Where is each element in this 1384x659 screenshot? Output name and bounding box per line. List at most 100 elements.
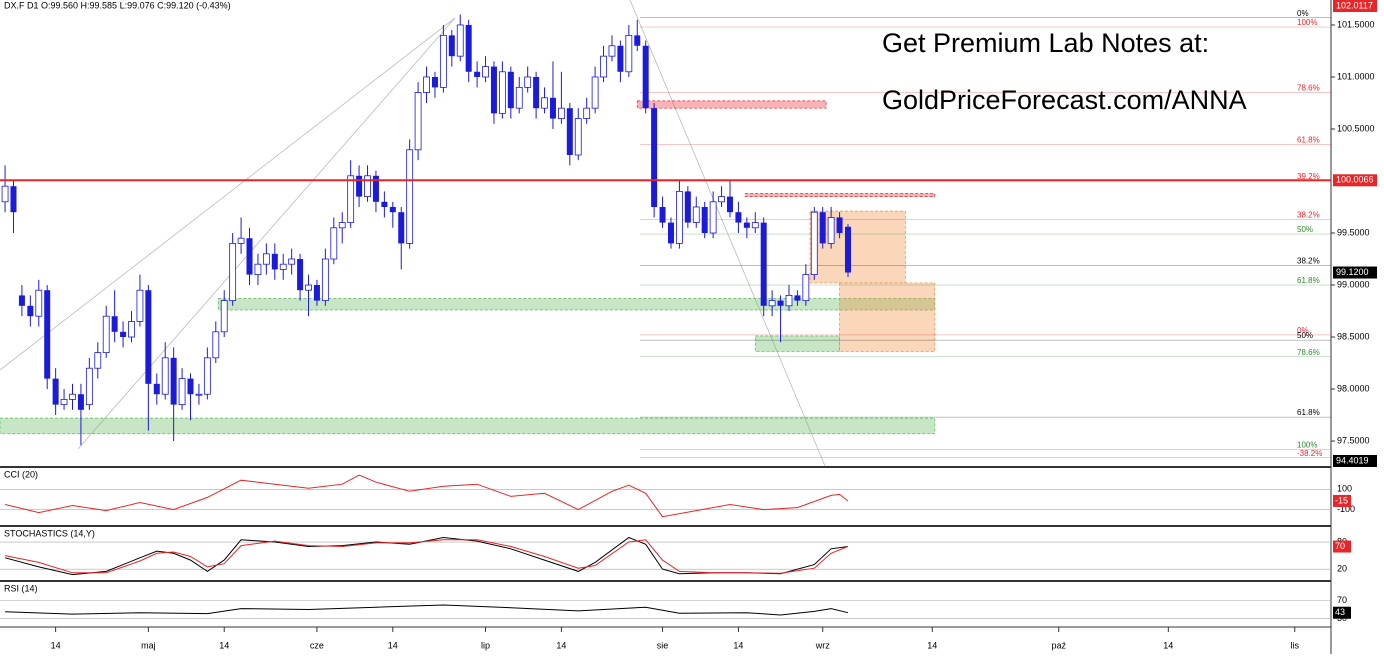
fib-level-label: 78.6% <box>1297 348 1320 357</box>
candle-body <box>810 211 818 276</box>
fib-level-label: 38.2% <box>1297 211 1320 220</box>
y-tick-label: 99.0000 <box>1337 279 1370 289</box>
candle-body <box>836 217 843 233</box>
trend-line <box>77 17 456 450</box>
candle-body <box>524 76 532 88</box>
candle-body <box>153 383 160 395</box>
y-tick-label: 70 <box>1337 595 1347 605</box>
x-tick-label: 14 <box>51 640 61 650</box>
candle-body <box>136 289 144 322</box>
candle-body <box>802 274 810 302</box>
candle-body <box>170 357 177 405</box>
candle-body <box>827 216 835 244</box>
candle-body <box>187 378 194 395</box>
y-tick-label: 101.0000 <box>1337 71 1375 81</box>
candle-body <box>625 34 633 73</box>
x-tick-label: lip <box>481 640 490 650</box>
candle-body <box>69 393 76 400</box>
candle-body <box>372 175 379 202</box>
fib-level-label: 78.6% <box>1297 84 1320 93</box>
indicator-marker <box>1333 494 1351 507</box>
panel-title: CCI (20) <box>4 469 38 479</box>
y-tick-label: 101.5000 <box>1337 19 1375 29</box>
y-tick-label: 97.5000 <box>1337 435 1370 445</box>
candle-body <box>768 300 776 307</box>
fib-level-label: 39.2% <box>1297 172 1320 181</box>
candle-body <box>751 222 759 229</box>
candle-body <box>145 290 152 384</box>
y-tick-label: 100 <box>1337 484 1352 494</box>
candle-body <box>557 107 565 119</box>
candle-body <box>27 305 34 317</box>
fib-level-label: 100% <box>1297 18 1317 27</box>
candle-body <box>608 45 616 57</box>
y-tick-label: -100 <box>1337 504 1355 514</box>
candle-body <box>52 378 59 405</box>
candle-body <box>356 175 363 197</box>
indicator-marker <box>1333 540 1351 553</box>
x-tick-label: 14 <box>556 640 566 650</box>
candle-body <box>541 97 548 109</box>
zone <box>839 282 936 352</box>
candle-body <box>102 315 110 354</box>
fib-level-label: 0% <box>1297 326 1309 335</box>
candle-body <box>10 186 17 213</box>
candle-body <box>482 66 489 78</box>
price-marker-label: 99.1200 <box>1336 267 1369 277</box>
candle-body <box>684 191 691 223</box>
candle-body <box>406 149 414 244</box>
fib-level-label: 61.8% <box>1297 408 1320 417</box>
candle-body <box>60 399 68 406</box>
candle-body <box>246 238 253 275</box>
fib-level-label: 50% <box>1297 225 1313 234</box>
candle-body <box>364 175 371 197</box>
x-tick-label: wrz <box>815 640 830 650</box>
candle-body <box>667 222 674 244</box>
zone <box>636 100 827 109</box>
candle-body <box>490 66 497 114</box>
candle-body <box>220 300 228 333</box>
candle-body <box>305 284 312 291</box>
candle-body <box>212 331 220 359</box>
candle-body <box>195 393 203 396</box>
candle-body <box>279 263 287 270</box>
candle-body <box>161 357 169 395</box>
fib-level-label: -38.2% <box>1297 449 1322 458</box>
candle-body <box>819 212 826 244</box>
candle-body <box>634 35 641 46</box>
candle-body <box>111 316 118 332</box>
candle-body <box>726 196 733 213</box>
x-tick-label: 14 <box>388 640 398 650</box>
y-tick-label: 98.0000 <box>1337 383 1370 393</box>
fib-level-label: 50% <box>1297 331 1313 340</box>
panel-title: STOCHASTICS (14,Y) <box>4 528 95 538</box>
price-marker-label: 102.0117 <box>1336 0 1373 10</box>
annotation: GoldPriceForecast.com/ANNA <box>882 85 1247 115</box>
candle-body <box>844 226 851 273</box>
trend-line <box>0 17 456 371</box>
price-marker-label: 100.0066 <box>1336 175 1374 185</box>
candle-body <box>533 76 540 109</box>
candle-body <box>297 259 304 291</box>
candle-body <box>785 295 793 307</box>
price-marker <box>1333 174 1377 187</box>
indicator-line <box>4 474 849 518</box>
x-tick-label: cze <box>310 640 324 650</box>
candle-body <box>321 258 329 302</box>
fib-level-label: 0% <box>1297 9 1309 18</box>
candle-body <box>237 237 245 244</box>
candle-body <box>651 108 658 207</box>
panel-title: RSI (14) <box>4 583 38 593</box>
candle-body <box>777 300 784 306</box>
x-tick-label: 14 <box>927 640 937 650</box>
candle-body <box>507 71 514 109</box>
x-tick-label: lis <box>1291 640 1300 650</box>
candle-body <box>583 107 591 119</box>
zone <box>809 210 906 284</box>
candle-body <box>414 92 422 151</box>
candle-body <box>456 24 464 57</box>
indicator-line <box>5 539 849 574</box>
fib-level-label: 61.8% <box>1297 136 1320 145</box>
x-tick-label: 14 <box>219 640 229 650</box>
candle-body <box>1 185 9 203</box>
